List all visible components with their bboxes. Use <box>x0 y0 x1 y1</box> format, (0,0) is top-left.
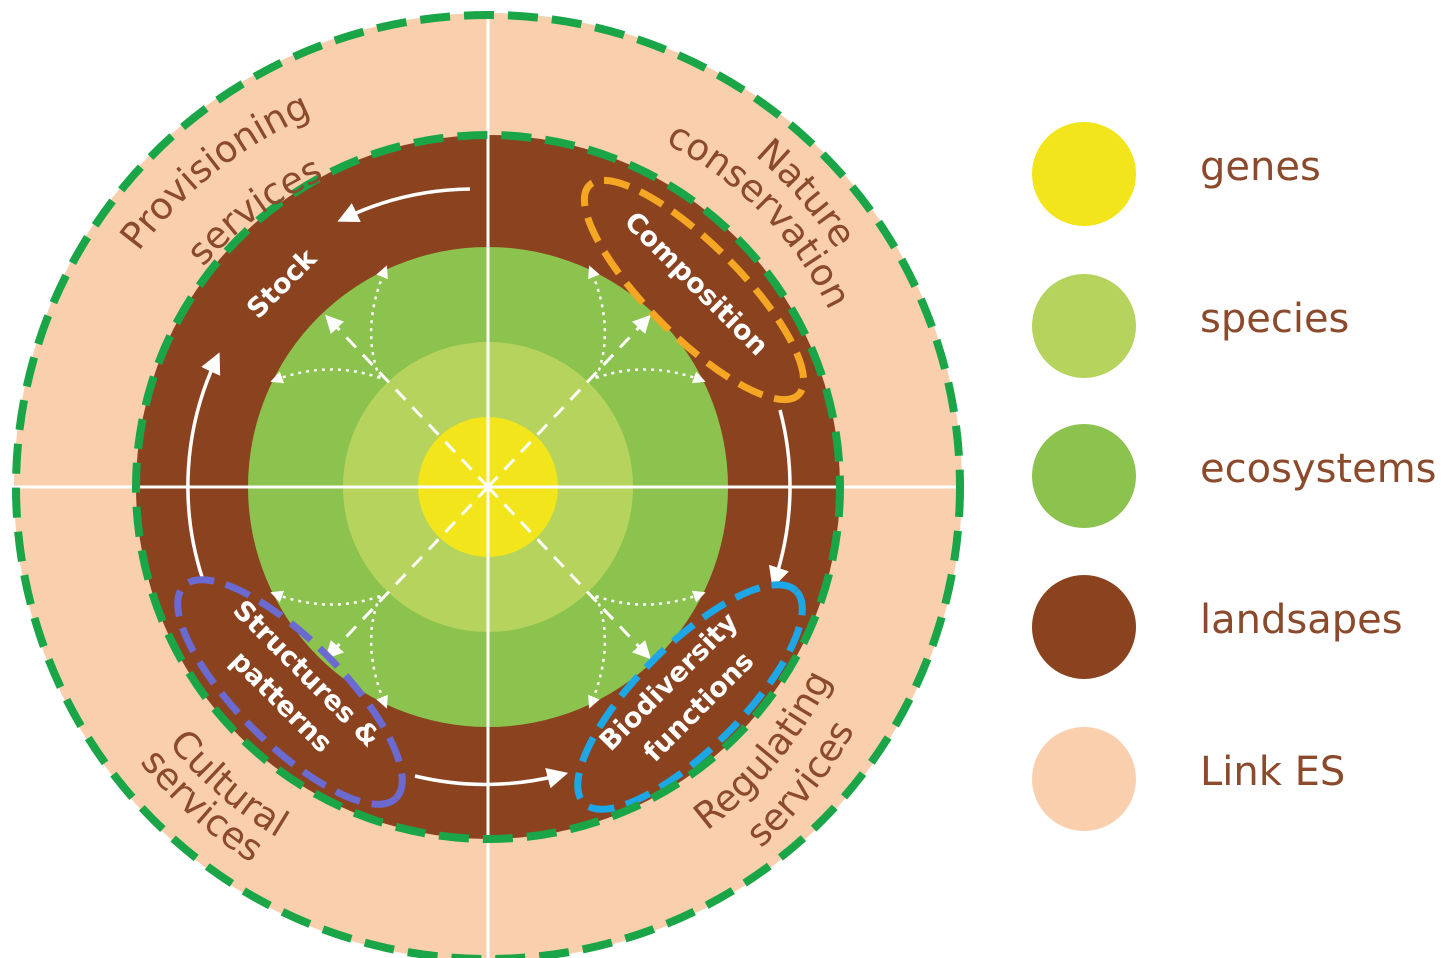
legend-item-genes: genes <box>1032 122 1432 227</box>
legend-label: landsapes <box>1200 597 1403 643</box>
legend-item-landscapes: landsapes <box>1032 575 1432 680</box>
legend-label: species <box>1200 296 1350 342</box>
legend-item-ecosystems: ecosystems <box>1032 424 1437 529</box>
inner-dashed-circle <box>132 131 844 843</box>
structures-highlight <box>174 576 406 808</box>
legend-item-species: species <box>1032 274 1432 379</box>
legend-label: Link ES <box>1200 749 1346 795</box>
cycle-arrows <box>186 187 792 789</box>
link-es-swatch <box>1032 727 1136 831</box>
legend-label: ecosystems <box>1200 446 1437 492</box>
legend-item-link-es: Link ES <box>1032 727 1432 832</box>
legend-label: genes <box>1200 144 1321 190</box>
genes-swatch <box>1032 122 1136 226</box>
species-swatch <box>1032 274 1136 378</box>
biodiversity-highlight <box>574 581 806 813</box>
outer-dashed-circle <box>12 11 964 958</box>
composition-highlight <box>580 176 808 404</box>
dotted-arrows <box>270 265 706 709</box>
biodiversity-diagram: Stock Composition Structures & patterns … <box>12 11 964 958</box>
ecosystems-swatch <box>1032 424 1136 528</box>
landscapes-swatch <box>1032 575 1136 679</box>
